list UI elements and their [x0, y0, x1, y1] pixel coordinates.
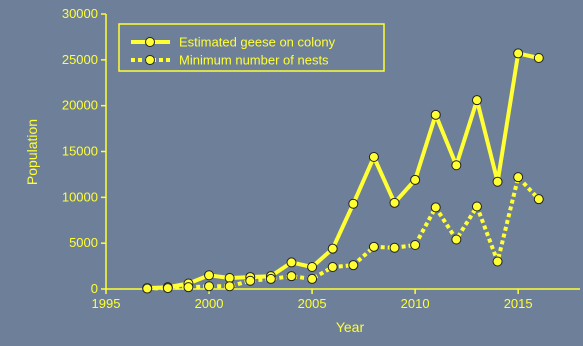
- data-point-series-1: [307, 262, 318, 272]
- x-tick-label: 2010: [401, 296, 430, 311]
- data-point-series-2: [142, 283, 153, 294]
- data-point-series-2: [204, 281, 215, 292]
- x-tick-label: 2015: [504, 296, 533, 311]
- data-point-series-2: [327, 262, 338, 272]
- data-point-series-2: [451, 234, 462, 245]
- data-point-series-1: [327, 243, 338, 254]
- data-point-series-2: [224, 281, 235, 292]
- data-point-series-2: [307, 273, 318, 284]
- data-point-series-2: [245, 275, 256, 286]
- data-point-series-2: [348, 260, 359, 271]
- plot-area: [142, 48, 544, 294]
- data-point-series-1: [286, 257, 297, 268]
- data-point-series-2: [368, 241, 379, 252]
- y-tick-label: 10000: [62, 189, 98, 204]
- legend-marker-2: [145, 55, 155, 65]
- data-point-series-1: [513, 48, 524, 59]
- y-tick-label: 20000: [62, 98, 98, 113]
- data-point-series-1: [410, 174, 421, 185]
- data-point-series-2: [430, 202, 441, 213]
- data-point-series-1: [430, 109, 441, 120]
- x-axis-label: Year: [336, 319, 365, 335]
- series-line-1: [147, 51, 540, 291]
- data-point-series-1: [471, 95, 482, 106]
- data-point-series-2: [471, 201, 482, 212]
- legend-marker-1: [145, 37, 155, 47]
- data-point-series-2: [286, 271, 297, 282]
- data-point-series-2: [183, 282, 194, 293]
- data-point-series-2: [533, 194, 544, 205]
- data-point-series-1: [368, 152, 379, 162]
- data-point-series-1: [492, 176, 503, 187]
- data-point-series-1: [204, 270, 215, 281]
- y-tick-label: 0: [91, 281, 98, 296]
- legend-label-2: Minimum number of nests: [179, 53, 329, 68]
- x-tick-label: 1995: [92, 296, 121, 311]
- data-point-series-1: [348, 198, 359, 209]
- y-tick-label: 5000: [69, 235, 98, 250]
- data-point-series-1: [389, 197, 400, 208]
- y-tick-label: 15000: [62, 144, 98, 159]
- data-point-series-2: [389, 242, 400, 253]
- y-tick-label: 25000: [62, 52, 98, 67]
- data-point-series-2: [265, 273, 276, 284]
- data-point-series-1: [224, 273, 235, 283]
- data-point-series-2: [410, 240, 421, 250]
- y-axis-label: Population: [24, 119, 40, 185]
- data-point-series-2: [162, 283, 173, 294]
- data-point-series-2: [513, 172, 524, 183]
- legend-box: [118, 23, 385, 72]
- data-point-series-1: [533, 53, 544, 63]
- x-tick-label: 2005: [298, 296, 327, 311]
- legend-label-1: Estimated geese on colony: [179, 35, 336, 50]
- x-tick-label: 2000: [195, 296, 224, 311]
- axes: 0 5000 10000 15000 20000 25000 30000 1995 2000 20…: [62, 6, 580, 311]
- y-tick-label: 30000: [62, 6, 98, 21]
- data-point-series-2: [492, 256, 503, 267]
- data-point-series-1: [451, 160, 462, 171]
- legend: Estimated geese on colony Minimum number …: [118, 23, 385, 72]
